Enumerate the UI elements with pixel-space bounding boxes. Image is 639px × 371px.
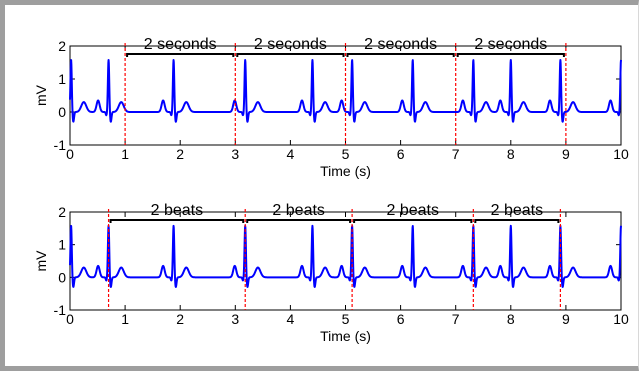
interval-label: 2 beats [272,202,324,219]
x-tick-label: 0 [66,146,74,162]
interval-label: 2 seconds [364,36,437,53]
x-tick-label: 4 [287,146,295,162]
x-tick-label: 2 [176,146,184,162]
x-tick-label: 5 [342,146,350,162]
x-tick-label: 3 [231,146,239,162]
y-tick-label: 0 [58,104,66,120]
interval-bracket [246,219,352,223]
x-tick-label: 10 [613,311,629,327]
x-tick-label: 8 [507,311,515,327]
y-tick-label: 2 [58,204,66,220]
y-axis-label: mV [33,250,49,272]
y-tick-label: 0 [58,269,66,285]
x-tick-label: 3 [231,311,239,327]
interval-bracket [126,53,235,57]
y-tick-label: 2 [58,38,66,54]
ecg-trace-line [69,224,622,288]
interval-label: 2 seconds [144,36,217,53]
x-tick-label: 1 [121,146,129,162]
x-tick-label: 7 [452,311,460,327]
interval-bracket [236,53,345,57]
y-tick-label: -1 [54,302,67,318]
x-tick-label: 4 [287,311,295,327]
y-tick-label: 1 [58,237,66,253]
x-axis-label: Time (s) [320,163,371,179]
interval-bracket [346,53,455,57]
interval-label: 2 beats [386,202,438,219]
x-tick-label: 8 [507,146,515,162]
interval-label: 2 seconds [474,36,547,53]
x-tick-label: 10 [613,146,629,162]
x-tick-label: 0 [66,311,74,327]
x-tick-label: 9 [562,311,570,327]
interval-label: 2 beats [151,202,203,219]
x-axis-label: Time (s) [320,328,371,344]
y-tick-label: -1 [54,137,67,153]
x-tick-label: 5 [342,311,350,327]
x-tick-label: 2 [176,311,184,327]
ecg-trace-line [69,58,622,123]
x-tick-label: 7 [452,146,460,162]
x-tick-label: 6 [397,146,405,162]
x-tick-label: 1 [121,311,129,327]
y-axis-label: mV [33,84,49,106]
x-tick-label: 9 [562,146,570,162]
x-tick-label: 6 [397,311,405,327]
interval-bracket [109,219,245,223]
interval-bracket [353,219,473,223]
interval-bracket [456,53,565,57]
interval-label: 2 beats [491,202,543,219]
interval-label: 2 seconds [254,36,327,53]
axes-box [69,211,622,311]
y-tick-label: 1 [58,71,66,87]
interval-bracket [474,219,560,223]
